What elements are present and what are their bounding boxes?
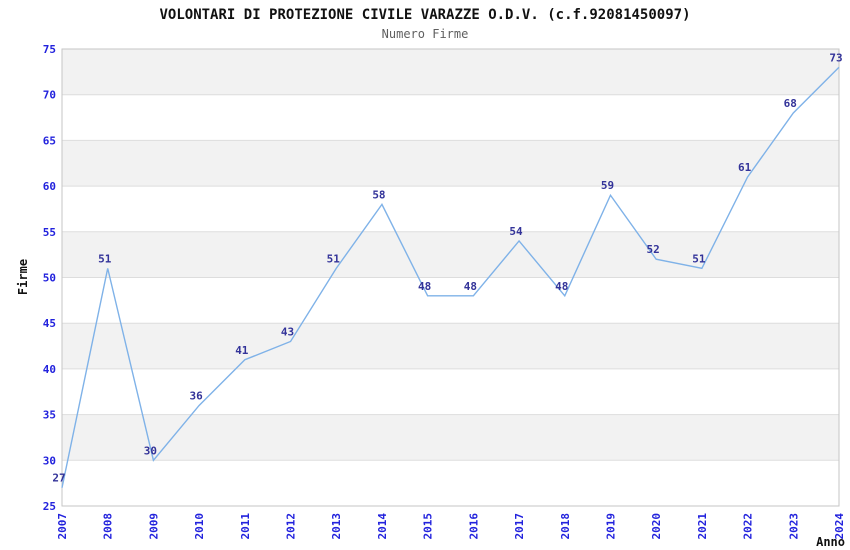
svg-text:48: 48 [555, 280, 568, 293]
svg-text:2020: 2020 [650, 513, 663, 540]
svg-text:2014: 2014 [376, 513, 389, 540]
svg-text:2024: 2024 [833, 513, 846, 540]
svg-text:2019: 2019 [604, 513, 617, 540]
svg-text:2011: 2011 [239, 513, 252, 540]
svg-text:27: 27 [52, 472, 65, 485]
svg-text:2023: 2023 [787, 513, 800, 540]
svg-text:2013: 2013 [330, 513, 343, 540]
svg-text:30: 30 [43, 454, 56, 467]
chart-subtitle: Numero Firme [382, 27, 469, 41]
svg-text:70: 70 [43, 89, 56, 102]
svg-text:2015: 2015 [422, 513, 435, 540]
svg-text:25: 25 [43, 500, 56, 513]
svg-text:35: 35 [43, 409, 56, 422]
svg-text:50: 50 [43, 272, 56, 285]
svg-text:48: 48 [418, 280, 431, 293]
y-axis-title: Firme [16, 259, 30, 295]
svg-text:51: 51 [692, 252, 706, 265]
y-axis-tick-labels: 25 30 35 40 45 50 55 60 65 70 75 [43, 43, 56, 513]
svg-text:2022: 2022 [742, 513, 755, 540]
svg-text:51: 51 [327, 252, 341, 265]
svg-text:65: 65 [43, 134, 56, 147]
svg-text:75: 75 [43, 43, 56, 56]
svg-text:55: 55 [43, 226, 56, 239]
svg-text:2016: 2016 [467, 513, 480, 540]
series-line [61, 66, 840, 488]
svg-text:40: 40 [43, 363, 56, 376]
svg-text:58: 58 [372, 188, 385, 201]
svg-text:48: 48 [464, 280, 477, 293]
svg-text:2007: 2007 [56, 513, 69, 540]
point-labels: 27 51 30 36 41 43 51 58 48 48 54 48 59 52 51 61 68 73 [52, 51, 842, 484]
svg-text:2010: 2010 [193, 513, 206, 540]
plot-border [61, 48, 840, 507]
svg-text:68: 68 [784, 97, 797, 110]
x-axis-title: Anno [816, 535, 845, 549]
svg-text:52: 52 [647, 243, 660, 256]
svg-text:36: 36 [189, 389, 203, 402]
svg-text:73: 73 [829, 51, 842, 64]
svg-text:2021: 2021 [696, 513, 709, 540]
svg-text:51: 51 [98, 252, 112, 265]
svg-text:30: 30 [144, 444, 157, 457]
svg-text:54: 54 [509, 225, 523, 238]
svg-text:2017: 2017 [513, 513, 526, 540]
plot-bands [62, 49, 839, 461]
svg-text:61: 61 [738, 161, 752, 174]
svg-text:2012: 2012 [285, 513, 298, 540]
svg-text:45: 45 [43, 317, 56, 330]
chart-title: VOLONTARI DI PROTEZIONE CIVILE VARAZZE O… [159, 7, 690, 23]
svg-text:60: 60 [43, 180, 56, 193]
svg-text:2009: 2009 [147, 513, 160, 540]
svg-text:43: 43 [281, 325, 294, 338]
x-axis-tick-labels: 2007 2008 2009 2010 2011 2012 2013 2014 2015 2016… [56, 513, 846, 540]
svg-text:2018: 2018 [559, 513, 572, 540]
svg-text:2008: 2008 [102, 513, 115, 540]
svg-text:59: 59 [601, 179, 614, 192]
svg-text:41: 41 [235, 344, 249, 357]
